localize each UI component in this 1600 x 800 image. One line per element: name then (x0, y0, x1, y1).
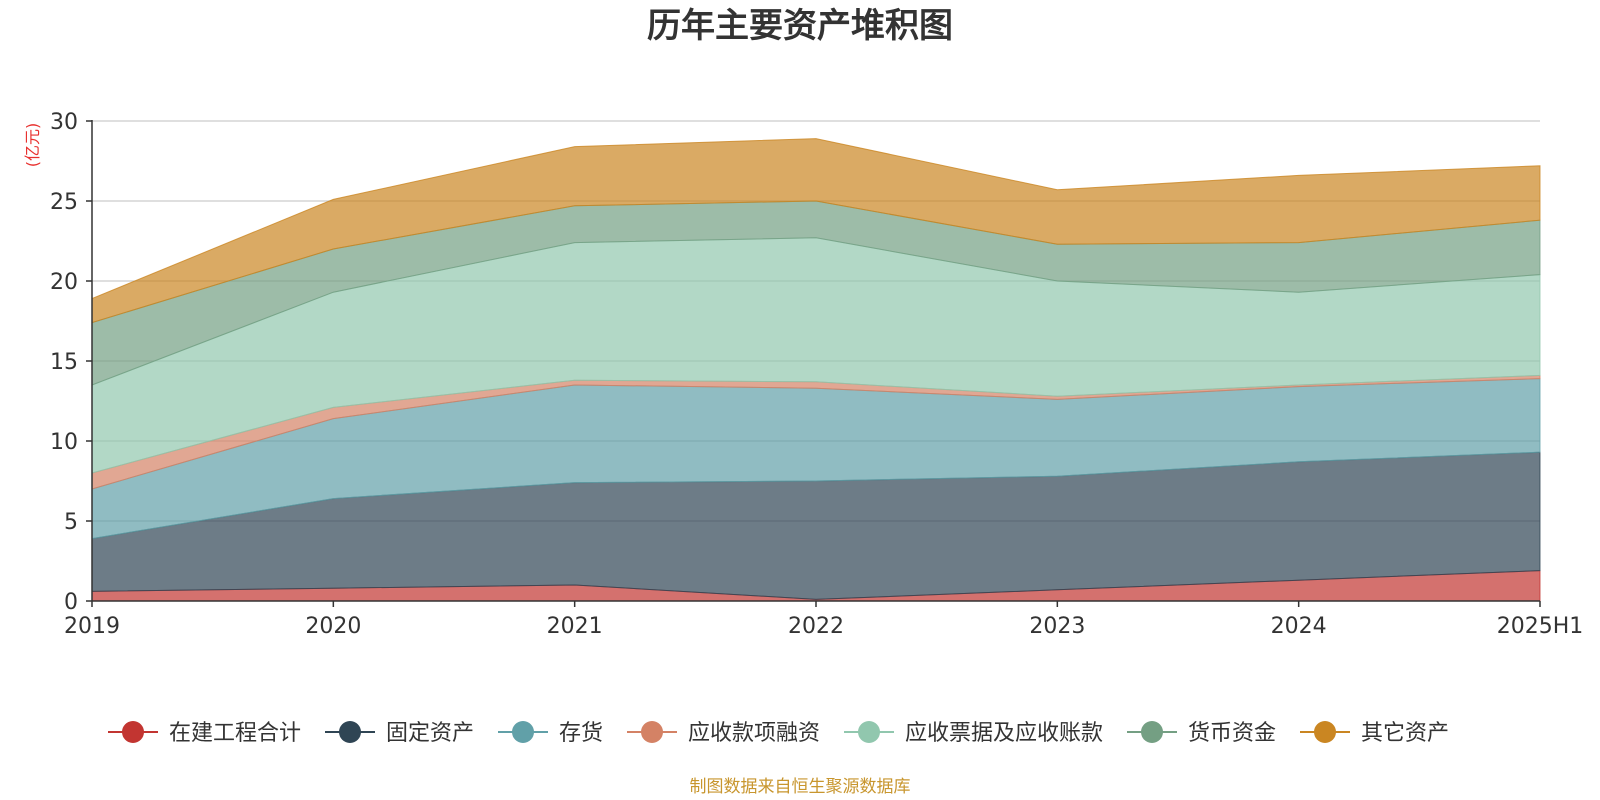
y-tick-label: 0 (64, 590, 78, 615)
legend-item[interactable]: 在建工程合计 (108, 721, 301, 746)
legend-label: 应收票据及应收账款 (905, 721, 1103, 746)
legend-item[interactable]: 应收票据及应收账款 (844, 721, 1103, 746)
legend-item[interactable]: 其它资产 (1300, 721, 1449, 746)
legend: 在建工程合计 固定资产 存货 应收款项融资 应收票据及应收账款 货币资金 其它资产 (108, 721, 1449, 746)
area-series-group (91, 138, 1541, 602)
legend-item[interactable]: 应收款项融资 (627, 721, 820, 746)
legend-marker (122, 721, 144, 743)
y-tick-label: 30 (50, 110, 78, 135)
x-tick-label: 2022 (788, 614, 844, 639)
legend-label: 存货 (559, 721, 603, 746)
y-tick-label: 5 (64, 510, 78, 535)
x-axis-ticks: 2019 2020 2021 2022 2023 2024 2025H1 (64, 601, 1583, 639)
legend-marker (641, 721, 663, 743)
y-axis-ticks: 0 5 10 15 20 25 30 (50, 110, 92, 615)
legend-marker (858, 721, 880, 743)
y-axis-unit-label: (亿元) (23, 123, 42, 168)
x-tick-label: 2024 (1271, 614, 1327, 639)
legend-marker (1314, 721, 1336, 743)
area-series (91, 138, 1541, 324)
chart-title: 历年主要资产堆积图 (647, 6, 953, 46)
x-tick-label: 2019 (64, 614, 120, 639)
y-axis-unit-text: 亿元 (23, 129, 42, 161)
legend-item[interactable]: 存货 (498, 721, 603, 746)
legend-item[interactable]: 固定资产 (325, 721, 474, 746)
legend-label: 在建工程合计 (169, 721, 301, 746)
source-note: 制图数据来自恒生聚源数据库 (690, 777, 911, 797)
legend-marker (512, 721, 534, 743)
y-tick-label: 15 (50, 350, 78, 375)
legend-label: 其它资产 (1361, 721, 1449, 746)
legend-marker (339, 721, 361, 743)
legend-item[interactable]: 货币资金 (1127, 721, 1276, 746)
x-tick-label: 2020 (305, 614, 361, 639)
x-tick-label: 2021 (547, 614, 603, 639)
y-tick-label: 25 (50, 190, 78, 215)
legend-label: 货币资金 (1188, 721, 1276, 746)
x-tick-label: 2023 (1029, 614, 1085, 639)
x-tick-label: 2025H1 (1497, 614, 1584, 639)
legend-marker (1141, 721, 1163, 743)
legend-label: 固定资产 (386, 721, 474, 746)
y-tick-label: 10 (50, 430, 78, 455)
legend-label: 应收款项融资 (688, 721, 820, 746)
y-tick-label: 20 (50, 270, 78, 295)
